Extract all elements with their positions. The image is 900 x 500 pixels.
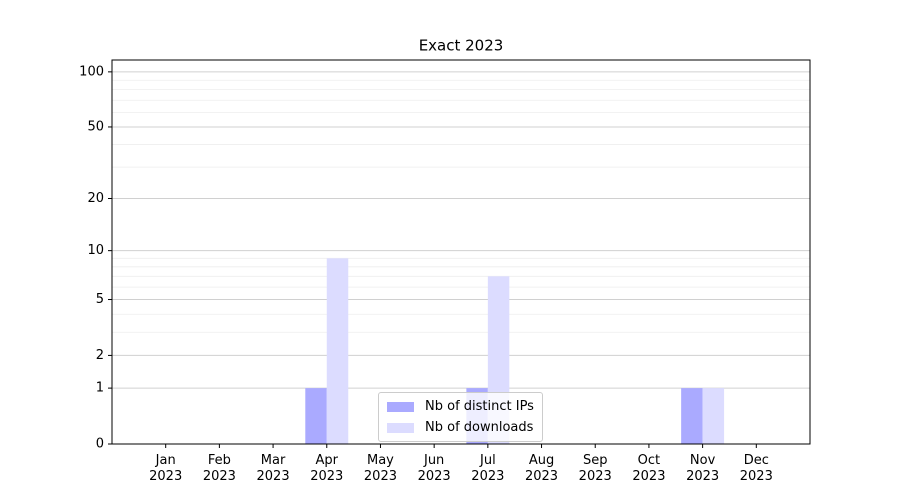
y-tick-label: 1: [96, 381, 104, 396]
legend-swatch: [387, 422, 414, 433]
legend: Nb of distinct IPs Nb of downloads: [378, 392, 543, 442]
legend-item: Nb of distinct IPs: [387, 396, 534, 417]
x-tick-label: Nov 2023: [686, 453, 720, 484]
x-tick-label: Jul 2023: [471, 453, 505, 484]
legend-swatch: [387, 401, 414, 412]
x-tick-label: Oct 2023: [632, 453, 666, 484]
y-tick-label: 0: [96, 437, 104, 452]
x-tick-label: Jan 2023: [149, 453, 183, 484]
x-tick-label: Apr 2023: [310, 453, 344, 484]
y-tick-label: 20: [87, 191, 104, 206]
y-tick-label: 100: [79, 64, 104, 79]
bar: [326, 258, 349, 444]
bar: [305, 388, 327, 444]
bar: [702, 388, 725, 444]
y-tick-label: 5: [96, 292, 104, 307]
y-tick-label: 2: [96, 348, 104, 363]
legend-item: Nb of downloads: [387, 417, 534, 438]
x-tick-label: Feb 2023: [202, 453, 236, 484]
plot-frame: [111, 59, 811, 445]
y-tick-label: 10: [87, 243, 104, 258]
x-tick-label: Mar 2023: [256, 453, 290, 484]
y-tick-label: 50: [87, 119, 104, 134]
chart-title: Exact 2023: [419, 37, 504, 55]
legend-label: Nb of downloads: [425, 420, 534, 435]
x-tick-label: Aug 2023: [524, 453, 559, 484]
x-tick-label: Jun 2023: [417, 453, 451, 484]
bar: [681, 388, 703, 444]
x-tick-label: May 2023: [363, 453, 397, 484]
x-tick-label: Sep 2023: [578, 453, 612, 484]
legend-label: Nb of distinct IPs: [425, 399, 534, 414]
x-tick-label: Dec 2023: [739, 453, 773, 484]
